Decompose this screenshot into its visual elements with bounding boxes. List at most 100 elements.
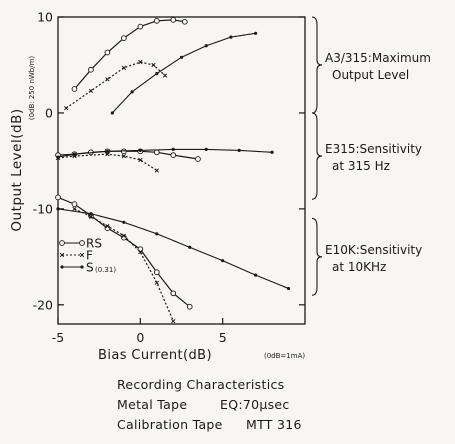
point-s031 — [221, 259, 225, 263]
point-f — [138, 59, 143, 65]
caption-line-3-label: Calibration Tape — [117, 417, 223, 432]
point-f — [88, 88, 94, 94]
point-f-stroke — [55, 155, 61, 161]
annotation-brace — [311, 16, 323, 114]
annotation-text: at 315 Hz — [332, 159, 390, 173]
point-rs — [88, 66, 94, 73]
plot-frame — [57, 16, 306, 325]
point-f — [151, 62, 156, 68]
series-layer — [55, 17, 291, 324]
x-tick-label: -5 — [52, 330, 64, 345]
point-rs — [71, 201, 78, 207]
point-s031 — [155, 232, 159, 236]
legend-marker — [79, 252, 85, 258]
legend-label: RS — [86, 237, 102, 251]
legend-label-suffix: (0.31) — [95, 266, 116, 274]
point-f-stroke — [138, 157, 143, 163]
x-axis-unit: (0dB=1mA) — [264, 352, 305, 360]
point-f-stroke — [154, 280, 159, 285]
point-f — [121, 65, 127, 71]
series-group-e315 — [55, 147, 274, 173]
annotation-text: A3/315:Maximum — [325, 51, 431, 65]
point-s031 — [179, 55, 184, 59]
point-s031 — [138, 148, 142, 152]
annotation-0: A3/315:Maximum Output Level — [311, 16, 431, 114]
caption-line-1: Recording Characteristics — [117, 377, 284, 392]
x-axis-label: Bias Current(dB) — [98, 348, 212, 363]
point-f-stroke — [162, 73, 168, 78]
series-line-rs — [74, 19, 185, 90]
legend-marker — [60, 265, 64, 269]
series-line-f — [57, 153, 158, 172]
point-s031 — [171, 147, 175, 151]
point-rs — [181, 18, 188, 25]
point-rs — [71, 86, 78, 92]
point-f — [55, 155, 61, 161]
series-line-s031 — [57, 208, 289, 290]
point-f — [162, 73, 168, 78]
legend-marker — [59, 252, 65, 258]
point-f — [105, 77, 110, 82]
point-rs — [104, 49, 111, 56]
point-f-stroke — [72, 206, 77, 212]
point-f-stroke — [105, 152, 110, 157]
point-s031 — [204, 44, 208, 48]
point-rs — [170, 152, 177, 159]
annotation-brace — [311, 112, 323, 200]
point-f — [138, 249, 143, 255]
point-rs — [170, 17, 177, 23]
point-s031 — [204, 147, 208, 151]
series-group-a3315 — [64, 17, 258, 115]
legend-marker — [59, 240, 65, 246]
legend-marker — [79, 240, 85, 246]
point-s031 — [229, 35, 233, 39]
point-rs — [153, 269, 160, 276]
point-f — [121, 153, 127, 159]
point-f — [138, 157, 143, 163]
point-s031 — [155, 72, 159, 76]
point-f-stroke — [138, 249, 143, 255]
annotation-text: E10K:Sensitivity — [325, 243, 422, 257]
point-rs — [186, 303, 193, 310]
legend-label: S — [86, 261, 94, 275]
point-f — [72, 206, 77, 212]
annotation-1: E315:Sensitivity at 315 Hz — [311, 112, 422, 200]
series-line-rs — [57, 196, 191, 308]
legend-entry-rs: RS — [59, 237, 102, 251]
y-axis-label: Output Level(dB) — [9, 108, 25, 231]
point-s031 — [122, 220, 126, 224]
series-line-f — [65, 61, 166, 109]
point-rs — [195, 156, 201, 162]
y-tick-label: -20 — [33, 297, 53, 312]
y-tick-label: 10 — [37, 10, 53, 25]
series-line-s031 — [57, 148, 273, 158]
legend-marker-stroke — [59, 252, 65, 258]
point-f-stroke — [138, 59, 143, 65]
point-s031 — [270, 150, 274, 154]
caption-line-2-eq: EQ:70μsec — [220, 397, 290, 412]
annotation-2: E10K:Sensitivity at 10KHz — [311, 217, 422, 296]
point-s031 — [110, 111, 114, 115]
point-s031 — [286, 286, 291, 291]
point-rs — [121, 35, 127, 41]
point-rs — [170, 290, 177, 297]
legend-entry-f: F — [59, 249, 93, 263]
point-rs — [55, 194, 61, 201]
x-tick-label: 5 — [219, 330, 227, 345]
point-f-stroke — [64, 105, 69, 111]
point-rs — [153, 17, 160, 24]
point-f — [72, 153, 77, 159]
legend-label: F — [86, 249, 93, 263]
point-rs — [153, 149, 160, 156]
annotation-text: E315:Sensitivity — [325, 142, 422, 156]
y-axis-unit: (0dB: 250 nWb/m) — [28, 56, 36, 121]
series-line-s031 — [111, 32, 256, 114]
point-f-stroke — [121, 233, 127, 238]
annotation-text: Output Level — [332, 68, 409, 82]
point-s031 — [56, 207, 60, 211]
point-f — [105, 223, 110, 229]
point-s031 — [105, 149, 109, 153]
point-f-stroke — [121, 153, 127, 159]
point-s031 — [130, 90, 134, 94]
